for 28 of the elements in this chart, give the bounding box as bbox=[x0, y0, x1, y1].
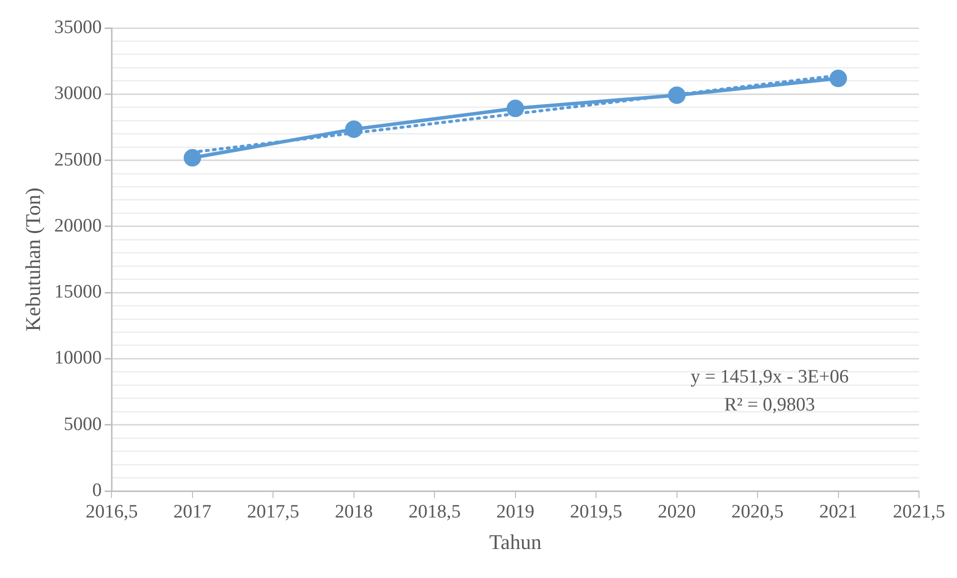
x-tick-label: 2018,5 bbox=[408, 501, 461, 522]
point bbox=[506, 100, 524, 118]
x-tick-label: 2021 bbox=[819, 501, 858, 522]
y-tick-label: 20000 bbox=[54, 215, 102, 236]
y-tick-label: 30000 bbox=[54, 83, 102, 104]
y-tick-label: 15000 bbox=[54, 282, 102, 303]
x-tick-label: 2016,5 bbox=[86, 501, 138, 522]
point bbox=[345, 120, 363, 138]
x-tick-label: 2020,5 bbox=[731, 501, 784, 522]
x-tick-label: 2021,5 bbox=[892, 501, 946, 522]
point bbox=[668, 86, 686, 104]
point bbox=[184, 149, 202, 167]
x-tick-label: 2019,5 bbox=[570, 501, 622, 522]
y-axis-title: Kebutuhan (Ton) bbox=[21, 188, 46, 332]
y-tick-label: 25000 bbox=[54, 149, 102, 170]
x-axis-title: Tahun bbox=[489, 530, 542, 554]
y-tick-label: 0 bbox=[92, 480, 102, 501]
y-tick-label: 5000 bbox=[64, 414, 102, 435]
x-tick-label: 2017 bbox=[173, 501, 212, 522]
annotation: R² = 0,9803 bbox=[724, 394, 816, 416]
x-tick-label: 2017,5 bbox=[247, 501, 300, 522]
y-tick-label: 10000 bbox=[54, 348, 102, 369]
point bbox=[830, 70, 848, 88]
x-tick-label: 2018 bbox=[334, 501, 373, 522]
x-tick-label: 2019 bbox=[496, 501, 534, 522]
y-tick-label: 35000 bbox=[54, 16, 102, 38]
x-tick-label: 2020 bbox=[658, 501, 696, 522]
annotation: y = 1451,9x - 3E+06 bbox=[690, 366, 849, 388]
